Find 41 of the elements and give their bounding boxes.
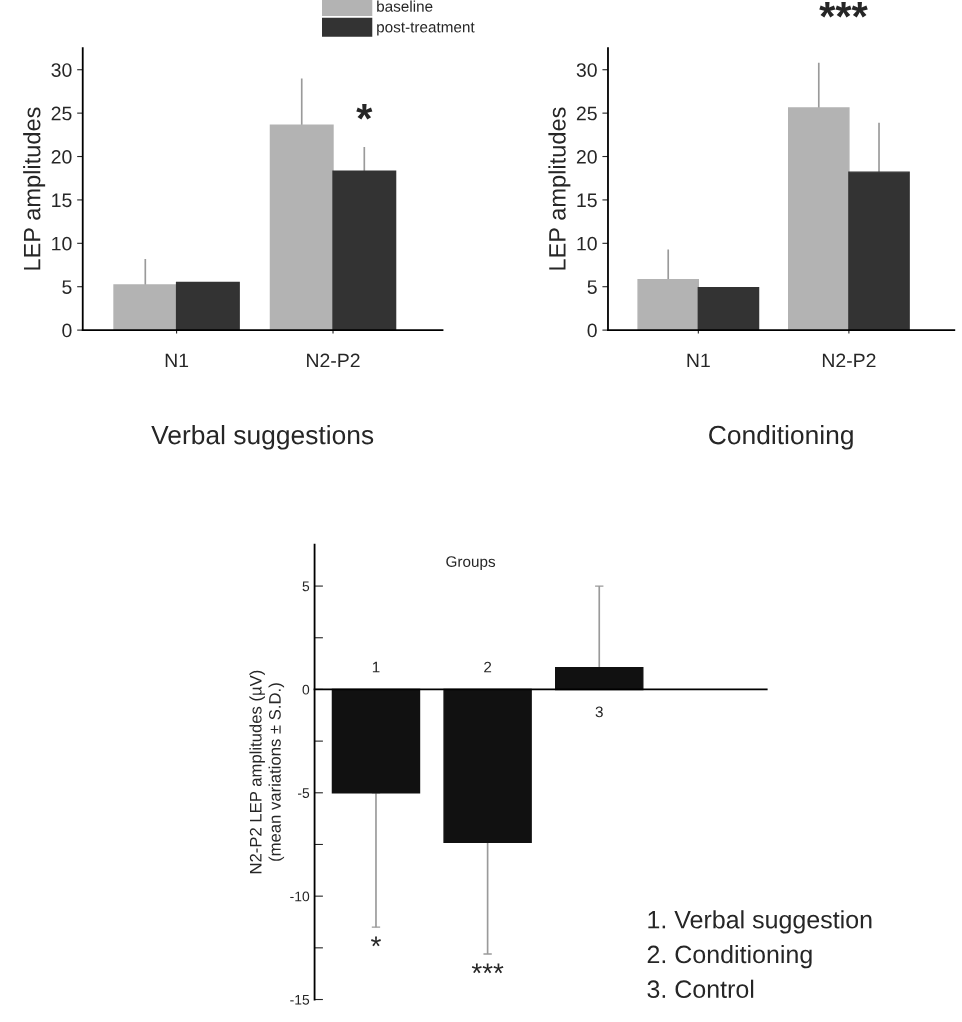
x-tick-label: N2-P2	[307, 353, 360, 368]
x-tick-label: 1	[372, 661, 380, 673]
annotation: ***	[471, 963, 504, 974]
x-axis-title: Groups	[446, 556, 496, 571]
annotation: *	[356, 104, 373, 120]
y-tick-label: 25	[576, 106, 597, 121]
y-axis-title: LEP amplitudes	[548, 107, 571, 270]
y-tick-label: -15	[290, 994, 310, 1005]
x-tick-label: N2-P2	[822, 353, 876, 368]
text: Verbal suggestions	[151, 424, 374, 450]
x-tick-label: N1	[165, 353, 189, 368]
y-tick-label: 10	[52, 236, 72, 251]
y-tick-label: 25	[51, 106, 72, 121]
annotation: 2. Conditioning	[647, 944, 812, 969]
y-tick-label: 5	[302, 581, 310, 592]
y-tick-label: 5	[62, 280, 72, 294]
x-tick-label: 3	[595, 706, 603, 718]
legend-label: post-treatment	[377, 22, 475, 36]
y-tick-label: 30	[51, 63, 72, 77]
annotation: 3. Control	[647, 979, 754, 999]
y-tick-label: 5	[587, 280, 597, 294]
text: ***	[819, 1, 868, 18]
annotation: 1. Verbal suggestion	[648, 910, 872, 934]
y-tick-label: 0	[302, 684, 310, 695]
text: Conditioning	[709, 424, 853, 450]
x-tick-label: 2	[484, 661, 492, 673]
y-tick-label: -5	[297, 788, 310, 798]
y-axis-title: LEP amplitudes	[23, 107, 46, 270]
y-tick-label: 10	[577, 236, 597, 251]
legend-label: baseline	[377, 0, 433, 12]
y-tick-label: 20	[51, 149, 72, 164]
y-tick-label: 15	[577, 193, 597, 208]
y-tick-label: 15	[52, 193, 72, 208]
y-tick-label: 30	[576, 63, 597, 77]
y-tick-label: 0	[62, 323, 72, 338]
y-tick-label: 0	[587, 323, 597, 338]
y-tick-label: 20	[576, 149, 597, 164]
x-tick-label: N1	[687, 353, 710, 368]
y-axis-title: N2-P2 LEP amplitudes (µV) (mean variations ± S.D.)	[249, 670, 285, 874]
annotation: *	[371, 936, 381, 947]
y-tick-label: -10	[290, 891, 310, 902]
